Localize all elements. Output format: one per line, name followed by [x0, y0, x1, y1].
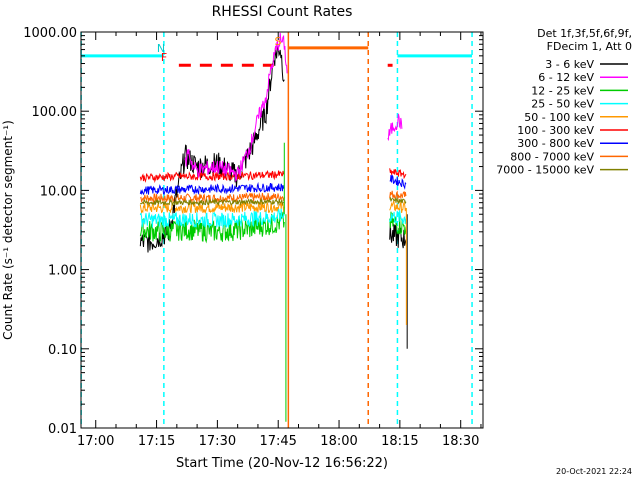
series-line-100to300keV	[139, 169, 285, 184]
legend-label: 800 - 7000 keV	[510, 150, 594, 163]
series-line-7000to15000keV	[389, 196, 407, 205]
x-tick-label: 18:30	[442, 434, 479, 449]
legend-label: 7000 - 15000 keV	[496, 164, 594, 177]
night-label: N	[157, 42, 165, 55]
legend-header-decimation: FDecim 1, Att 0	[547, 40, 632, 53]
series-line-6to12keV	[184, 32, 288, 183]
y-tick-label: 0.10	[48, 343, 77, 358]
legend-label: 12 - 25 keV	[531, 84, 594, 97]
legend: Det 1f,3f,5f,6f,9f, FDecim 1, Att 0 3 - …	[496, 27, 632, 177]
y-tick-label: 1.00	[48, 264, 77, 279]
series-line-3to6keV	[389, 223, 407, 249]
legend-label: 100 - 300 keV	[517, 124, 594, 137]
y-tick-label: 0.01	[48, 422, 77, 437]
footer-timestamp: 20-Oct-2021 22:24	[556, 467, 632, 476]
legend-header-detectors: Det 1f,3f,5f,6f,9f,	[537, 27, 632, 40]
series-line-6to12keV	[387, 113, 403, 142]
series-line-25to50keV	[139, 208, 285, 229]
saa-label: S	[275, 35, 282, 48]
series-line-800to7000keV	[389, 190, 407, 200]
series-line-300to800keV	[139, 181, 285, 196]
x-tick-label: 18:15	[381, 434, 418, 449]
x-tick-label: 17:30	[199, 434, 236, 449]
legend-label: 6 - 12 keV	[538, 71, 594, 84]
y-tick-label: 10.00	[40, 184, 77, 199]
x-tick-label: 17:00	[77, 434, 114, 449]
x-tick-label: 17:15	[138, 434, 175, 449]
legend-label: 3 - 6 keV	[545, 58, 594, 71]
series-line-300to800keV	[389, 173, 407, 190]
axes-layer: 0.01 0.10 1.00 10.00 100.00 1000.00 17:00 17:15…	[23, 26, 483, 449]
series-line-3to6keV	[139, 46, 285, 253]
series-line-7000to15000keV	[139, 197, 285, 207]
x-tick-label: 17:45	[259, 434, 296, 449]
series-line-25to50keV	[389, 210, 407, 225]
legend-label: 25 - 50 keV	[531, 98, 594, 111]
plot-frame	[80, 31, 484, 429]
y-axis-label: Count Rate (s⁻¹ detector segment⁻¹)	[1, 120, 15, 340]
flare-label: F	[161, 51, 167, 64]
y-tick-label: 1000.00	[23, 26, 77, 41]
chart-title: RHESSI Count Rates	[212, 4, 353, 20]
y-tick-label: 100.00	[32, 105, 78, 120]
legend-label: 50 - 100 keV	[524, 111, 594, 124]
series-line-50to100keV	[389, 200, 407, 213]
series-line-12to25keV	[139, 211, 285, 244]
series-line-100to300keV	[389, 168, 407, 180]
x-axis-label: Start Time (20-Nov-12 16:56:22)	[176, 456, 388, 471]
x-tick-label: 18:00	[320, 434, 357, 449]
series-layer	[139, 32, 408, 422]
legend-label: 300 - 800 keV	[517, 137, 594, 150]
